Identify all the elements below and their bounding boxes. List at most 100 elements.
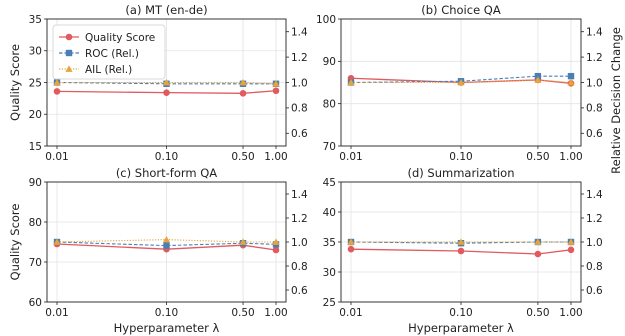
x-tick-label: 0.10 — [155, 151, 178, 163]
y-tick-label: 90 — [29, 177, 42, 189]
series-ail-rel — [53, 78, 280, 87]
y-tick-label: 15 — [29, 141, 42, 153]
series-line — [350, 75, 571, 84]
y-tick-label: 45 — [323, 177, 336, 189]
data-point — [162, 78, 171, 86]
series-line — [57, 81, 277, 85]
y2-tick-label: 1.4 — [586, 189, 603, 201]
data-point — [534, 238, 542, 245]
chart-panel-2: (b) Choice QA 70 80 90 100 0.6 0.8 1.0 1.2 1.4 0.0… — [316, 3, 623, 174]
series-line — [56, 239, 276, 243]
series-line — [56, 90, 277, 94]
y-tick-label: 70 — [29, 257, 42, 269]
data-point — [534, 72, 542, 80]
x-axis-label: Hyperparameter λ — [114, 321, 220, 335]
y2-tick-label: 1.0 — [291, 237, 308, 249]
x-axis-label: Hyperparameter λ — [408, 321, 514, 335]
legend-entry-label: ROC (Rel.) — [85, 48, 139, 60]
legend: Quality Score ROC (Rel.) AIL (Rel.) — [52, 24, 166, 80]
data-point — [53, 78, 61, 86]
legend-marker — [65, 49, 73, 57]
y-tick-label: 40 — [323, 207, 336, 219]
chart-panel-1: (a) MT (en-de) 15 20 25 30 35 0.6 0.8 1.0 1.2 1.4 0… — [8, 3, 308, 163]
series-ail-rel — [347, 238, 575, 245]
x-tick-label: 0.10 — [449, 151, 472, 163]
y-tick-label: 35 — [323, 237, 336, 249]
series-quality-score — [347, 245, 575, 258]
data-point — [239, 89, 247, 97]
y2-tick-label: 1.2 — [586, 213, 603, 225]
y-tick-label: 80 — [323, 98, 336, 110]
y-tick-label: 60 — [29, 297, 42, 309]
x-tick-label: 0.50 — [231, 307, 254, 319]
y2-tick-label: 1.4 — [291, 189, 308, 201]
y2-tick-label: 0.8 — [291, 103, 308, 115]
y-tick-label: 35 — [29, 14, 42, 26]
chart-panel-4: (d) Summarization 25 30 35 40 45 0.6 0.8 1.0 1.2 1… — [323, 166, 603, 335]
data-point — [347, 245, 355, 253]
y-tick-label: 80 — [29, 217, 42, 229]
x-tick-label: 0.01 — [339, 307, 362, 319]
data-point — [239, 78, 247, 86]
data-point — [567, 72, 575, 80]
y2-tick-label: 1.0 — [586, 237, 603, 249]
data-point — [163, 89, 170, 96]
data-point — [567, 246, 575, 254]
legend-entry-label: Quality Score — [85, 32, 155, 44]
y-tick-label: 25 — [29, 77, 42, 89]
x-tick-label: 0.10 — [449, 307, 472, 319]
y-tick-label: 30 — [323, 267, 336, 279]
y2-tick-label: 1.0 — [291, 77, 308, 89]
series-line — [350, 241, 571, 244]
x-tick-label: 0.01 — [45, 151, 68, 163]
y2-tick-label: 0.6 — [586, 128, 603, 140]
data-point — [347, 238, 355, 245]
data-point — [457, 78, 465, 86]
series-quality-score — [53, 87, 280, 97]
x-tick-label: 0.50 — [526, 307, 549, 319]
y-tick-label: 100 — [316, 14, 336, 26]
x-tick-label: 0.10 — [155, 307, 178, 319]
panel-title: (b) Choice QA — [421, 3, 501, 17]
x-tick-label: 0.01 — [339, 151, 362, 163]
data-point — [272, 80, 280, 87]
data-point — [534, 76, 542, 83]
y2-axis-label: Relative Decision Change — [609, 27, 623, 174]
panel-title: (c) Short-form QA — [116, 166, 217, 180]
legend-marker — [65, 33, 73, 41]
data-point — [457, 247, 465, 255]
y2-tick-label: 0.8 — [586, 261, 603, 273]
y-axis-label: Quality Score — [8, 204, 22, 281]
y2-tick-label: 1.4 — [586, 27, 603, 39]
x-tick-label: 0.50 — [526, 151, 549, 163]
y2-tick-label: 1.2 — [291, 52, 308, 64]
x-tick-label: 1.00 — [559, 151, 582, 163]
legend-entry-label: AIL (Rel.) — [85, 64, 132, 76]
panel-title: (a) MT (en-de) — [125, 3, 207, 17]
y2-tick-label: 1.2 — [586, 52, 603, 64]
y-tick-label: 20 — [29, 109, 42, 121]
series-line — [351, 79, 572, 84]
data-point — [53, 88, 61, 95]
y2-tick-label: 0.6 — [291, 285, 308, 297]
y2-tick-label: 0.8 — [586, 103, 603, 115]
data-point — [567, 78, 575, 86]
x-tick-label: 0.01 — [45, 307, 68, 319]
data-point — [272, 238, 280, 245]
y2-tick-label: 0.6 — [586, 285, 603, 297]
panel-title: (d) Summarization — [407, 166, 514, 180]
y2-tick-label: 1.2 — [291, 213, 308, 225]
x-tick-label: 1.00 — [559, 307, 582, 319]
series-line — [56, 243, 277, 251]
legend-box — [52, 24, 166, 80]
y-tick-label: 70 — [323, 141, 336, 153]
data-point — [162, 236, 171, 243]
data-point — [53, 238, 61, 245]
data-point — [347, 78, 355, 86]
data-point — [457, 238, 465, 245]
x-tick-label: 1.00 — [264, 307, 287, 319]
data-point — [272, 87, 280, 95]
data-point — [239, 238, 247, 245]
legend-marker — [65, 65, 73, 72]
